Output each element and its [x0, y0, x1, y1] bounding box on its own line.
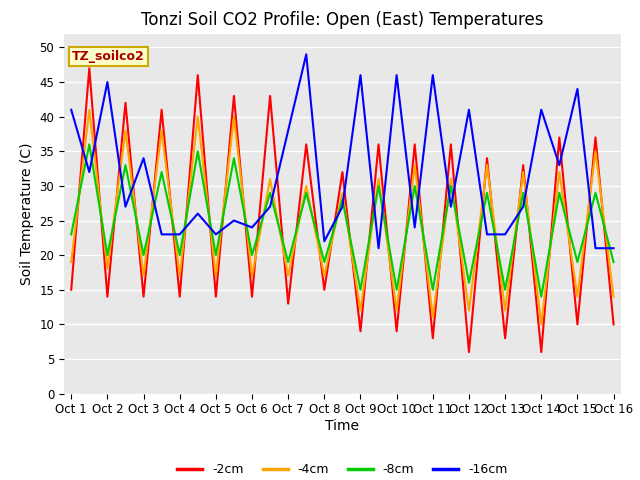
Legend: -2cm, -4cm, -8cm, -16cm: -2cm, -4cm, -8cm, -16cm — [172, 458, 513, 480]
X-axis label: Time: Time — [325, 419, 360, 433]
Title: Tonzi Soil CO2 Profile: Open (East) Temperatures: Tonzi Soil CO2 Profile: Open (East) Temp… — [141, 11, 543, 29]
Y-axis label: Soil Temperature (C): Soil Temperature (C) — [20, 143, 34, 285]
Text: TZ_soilco2: TZ_soilco2 — [72, 50, 145, 63]
